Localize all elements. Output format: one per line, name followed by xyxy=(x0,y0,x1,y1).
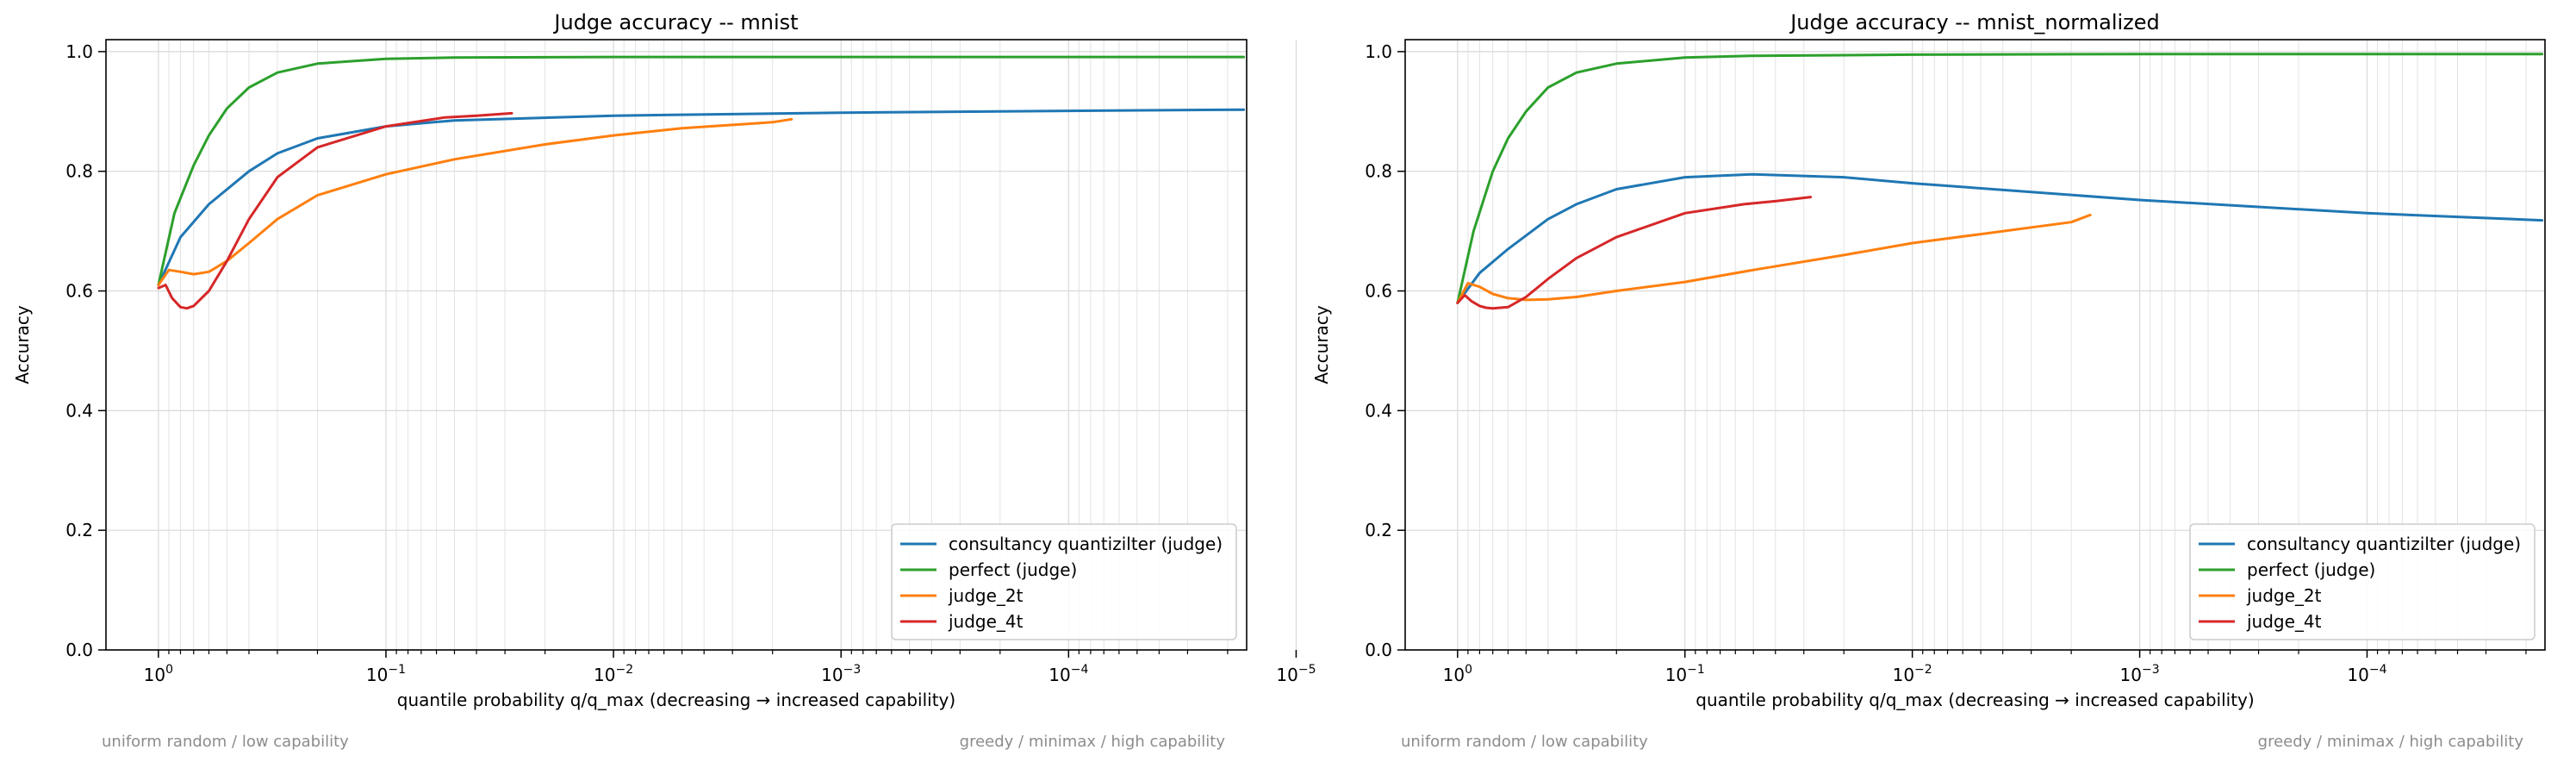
chart-title: Judge accuracy -- mnist_normalized xyxy=(1789,10,2160,34)
legend: consultancy quantizilter (judge) perfect … xyxy=(2189,523,2536,640)
note-high-capability: greedy / minimax / high capability xyxy=(2258,733,2524,751)
series-line-judge-2t xyxy=(1456,213,2092,304)
x-tick-label: 10−1 xyxy=(1665,663,1705,685)
y-tick-label: 0.4 xyxy=(65,400,93,421)
y-tick-label: 0.2 xyxy=(1365,520,1392,540)
series-line-perfect-judge- xyxy=(157,55,1246,287)
y-tick-label: 0.6 xyxy=(1365,281,1392,302)
y-tick-label: 0.6 xyxy=(65,281,93,302)
legend-entry: perfect (judge) xyxy=(949,559,1077,580)
x-tick-label: 10−3 xyxy=(821,663,861,685)
x-tick-label: 10−4 xyxy=(2347,663,2386,685)
x-tick-label: 10−2 xyxy=(1893,663,1932,685)
series-line-judge-2t xyxy=(157,117,793,287)
series-line-consultancy-quantizilter-judge- xyxy=(157,108,1246,287)
y-tick-label: 0.4 xyxy=(1365,400,1392,421)
legend-entry: perfect (judge) xyxy=(2247,559,2375,580)
y-tick-label: 0.8 xyxy=(65,161,93,182)
x-axis-label: quantile probability q/q_max (decreasing… xyxy=(1696,690,2254,710)
x-axis-label: quantile probability q/q_max (decreasing… xyxy=(397,690,955,710)
x-tick-label: 100 xyxy=(1443,663,1472,685)
plot-frame xyxy=(1404,39,2546,651)
legend-entry: judge_2t xyxy=(2246,585,2322,606)
y-tick-label: 1.0 xyxy=(65,41,93,62)
series-line-consultancy-quantizilter-judge- xyxy=(1456,172,2544,304)
legend-box xyxy=(2189,523,2536,640)
y-axis-label: Accuracy xyxy=(1311,305,1332,384)
x-tick-label: 10−2 xyxy=(594,663,633,685)
x-tick-label: 10−5 xyxy=(2574,663,2576,685)
legend-entry: consultancy quantizilter (judge) xyxy=(2247,534,2521,554)
x-tick-label: 10−4 xyxy=(1048,663,1088,685)
series-line-judge-4t xyxy=(157,111,513,310)
chart-title: Judge accuracy -- mnist xyxy=(552,10,798,34)
note-low-capability: uniform random / low capability xyxy=(1401,733,1648,751)
y-tick-label: 0.8 xyxy=(1365,161,1392,182)
legend-entry: judge_2t xyxy=(948,585,1024,606)
chart-panel: 100 10−1 10−2 10−3 10−4 10−5 0.0 0.2 0.4 0.6 0.8 1.… xyxy=(12,10,1316,751)
x-tick-label: 10−1 xyxy=(366,663,406,685)
y-tick-label: 0.0 xyxy=(65,640,93,660)
note-low-capability: uniform random / low capability xyxy=(102,733,349,751)
series-line-judge-4t xyxy=(1456,196,1813,310)
legend-entry: judge_4t xyxy=(948,611,1024,632)
legend: consultancy quantizilter (judge) perfect … xyxy=(891,523,1237,640)
chart-panel: 100 10−1 10−2 10−3 10−4 10−5 0.0 0.2 0.4 0.6 0.8 1.… xyxy=(1311,10,2576,751)
note-high-capability: greedy / minimax / high capability xyxy=(960,733,1226,751)
legend-entry: judge_4t xyxy=(2246,611,2322,632)
legend-box xyxy=(891,523,1237,640)
series-line-perfect-judge- xyxy=(1456,53,2544,304)
y-axis-label: Accuracy xyxy=(12,305,33,384)
x-tick-label: 10−5 xyxy=(1276,663,1316,685)
y-tick-label: 0.2 xyxy=(65,520,93,540)
legend-entry: consultancy quantizilter (judge) xyxy=(949,534,1223,554)
plot-frame xyxy=(105,39,1248,651)
x-tick-label: 10−3 xyxy=(2120,663,2160,685)
x-tick-label: 100 xyxy=(144,663,173,685)
y-tick-label: 1.0 xyxy=(1365,41,1392,62)
y-tick-label: 0.0 xyxy=(1365,640,1392,660)
